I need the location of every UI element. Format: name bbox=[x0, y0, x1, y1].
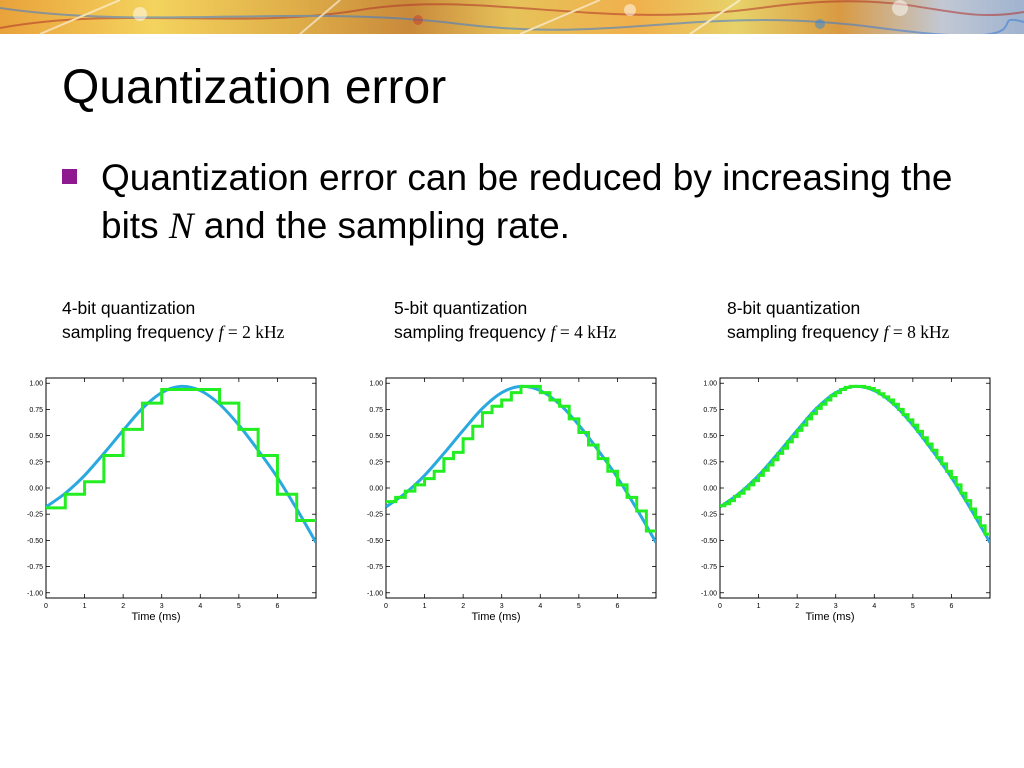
y-tick-label: 0.75 bbox=[703, 407, 717, 414]
y-tick-label: -0.50 bbox=[27, 538, 43, 545]
x-tick-label: 6 bbox=[949, 603, 953, 610]
x-tick-label: 5 bbox=[237, 603, 241, 610]
y-tick-label: -1.00 bbox=[27, 590, 43, 597]
y-tick-label: -0.50 bbox=[701, 538, 717, 545]
x-tick-label: 5 bbox=[911, 603, 915, 610]
y-tick-label: 1.00 bbox=[29, 381, 43, 388]
y-tick-label: -1.00 bbox=[367, 590, 383, 597]
y-tick-label: -0.25 bbox=[701, 512, 717, 519]
panel-2-freq-value: = 4 kHz bbox=[559, 322, 617, 342]
y-tick-label: 0.75 bbox=[29, 407, 43, 414]
y-tick-label: 0.50 bbox=[703, 433, 717, 440]
panel-2-freq-symbol: f bbox=[550, 322, 556, 342]
y-tick-label: 1.00 bbox=[369, 381, 383, 388]
panel-1-caption-line1: 4-bit quantization bbox=[62, 298, 196, 318]
bullet-symbol-n: N bbox=[168, 206, 194, 247]
panel-1-freq-value: = 2 kHz bbox=[227, 322, 285, 342]
x-tick-label: 3 bbox=[834, 603, 838, 610]
panel-2-caption-line1: 5-bit quantization bbox=[394, 298, 528, 318]
x-tick-label: 3 bbox=[160, 603, 164, 610]
x-tick-label: 1 bbox=[83, 603, 87, 610]
x-tick-label: 0 bbox=[384, 603, 388, 610]
y-tick-label: -1.00 bbox=[701, 590, 717, 597]
analog-signal-series bbox=[720, 384, 990, 544]
plot-frame bbox=[385, 377, 657, 599]
panel-3-freq-value: = 8 kHz bbox=[892, 322, 950, 342]
quantized-step-series bbox=[386, 384, 656, 533]
quantization-plot-8bit: 1.00 0.75 0.50 0.25 0.00 -0.25 -0.50 -0.75 -1.00… bbox=[701, 377, 991, 623]
quantization-plot-4bit: 1.00 0.75 0.50 0.25 0.00 -0.25 -0.50 -0.75 -1.00… bbox=[27, 377, 317, 623]
y-tick-label: -0.50 bbox=[367, 538, 383, 545]
x-tick-label: 4 bbox=[198, 603, 202, 610]
x-tick-label: 6 bbox=[275, 603, 279, 610]
x-tick-label: 4 bbox=[538, 603, 542, 610]
analog-signal-series bbox=[46, 384, 316, 544]
plot-frame bbox=[45, 377, 317, 599]
x-tick-label: 1 bbox=[757, 603, 761, 610]
analog-signal-series bbox=[386, 384, 656, 544]
x-tick-label: 5 bbox=[577, 603, 581, 610]
y-tick-label: -0.75 bbox=[27, 564, 43, 571]
y-tick-label: 0.00 bbox=[703, 486, 717, 493]
x-tick-label: 2 bbox=[461, 603, 465, 610]
panel-1-caption: 4-bit quantization sampling frequency f … bbox=[62, 296, 284, 344]
y-tick-label: -0.75 bbox=[701, 564, 717, 571]
panel-1-freq-symbol: f bbox=[218, 322, 224, 342]
x-tick-label: 4 bbox=[872, 603, 876, 610]
quantization-plot-5bit: 1.00 0.75 0.50 0.25 0.00 -0.25 -0.50 -0.75 -1.00… bbox=[367, 377, 657, 623]
slide-title: Quantization error bbox=[62, 61, 447, 114]
bullet-text-after: and the sampling rate. bbox=[193, 205, 570, 246]
panel-3-caption-line2: sampling frequency f = 8 kHz bbox=[727, 320, 949, 344]
panel-2-caption-line2: sampling frequency f = 4 kHz bbox=[394, 320, 616, 344]
quantized-step-series bbox=[720, 384, 990, 536]
x-tick-label: 2 bbox=[795, 603, 799, 610]
x-tick-label: 1 bbox=[423, 603, 427, 610]
x-axis-label: Time (ms) bbox=[471, 611, 520, 623]
y-tick-label: 0.00 bbox=[369, 486, 383, 493]
x-axis-label: Time (ms) bbox=[805, 611, 854, 623]
panel-3-freq-symbol: f bbox=[883, 322, 889, 342]
y-tick-label: 0.00 bbox=[29, 486, 43, 493]
panel-1-caption-prefix: sampling frequency bbox=[62, 322, 219, 342]
panel-3-caption-line1: 8-bit quantization bbox=[727, 298, 861, 318]
bullet-text-before: Quantization error can be reduced by inc… bbox=[101, 157, 953, 246]
decorative-banner bbox=[0, 0, 1024, 34]
x-tick-label: 0 bbox=[44, 603, 48, 610]
y-tick-label: 1.00 bbox=[703, 381, 717, 388]
panel-1-caption-line2: sampling frequency f = 2 kHz bbox=[62, 320, 284, 344]
y-tick-label: 0.25 bbox=[703, 459, 717, 466]
panel-2-caption: 5-bit quantization sampling frequency f … bbox=[394, 296, 616, 344]
y-tick-label: -0.75 bbox=[367, 564, 383, 571]
y-tick-label: -0.25 bbox=[27, 512, 43, 519]
y-tick-label: 0.25 bbox=[29, 459, 43, 466]
x-tick-label: 2 bbox=[121, 603, 125, 610]
y-tick-label: 0.75 bbox=[369, 407, 383, 414]
x-tick-label: 6 bbox=[615, 603, 619, 610]
y-tick-label: 0.50 bbox=[369, 433, 383, 440]
y-tick-label: 0.50 bbox=[29, 433, 43, 440]
panel-2-caption-prefix: sampling frequency bbox=[394, 322, 551, 342]
plot-frame bbox=[719, 377, 991, 599]
x-axis-label: Time (ms) bbox=[131, 611, 180, 623]
quantized-step-series bbox=[46, 388, 316, 522]
bullet-marker bbox=[62, 169, 77, 184]
bullet-text: Quantization error can be reduced by inc… bbox=[101, 154, 981, 251]
x-tick-label: 3 bbox=[500, 603, 504, 610]
y-tick-label: -0.25 bbox=[367, 512, 383, 519]
y-tick-label: 0.25 bbox=[369, 459, 383, 466]
x-tick-label: 0 bbox=[718, 603, 722, 610]
panel-3-caption-prefix: sampling frequency bbox=[727, 322, 884, 342]
panel-3-caption: 8-bit quantization sampling frequency f … bbox=[727, 296, 949, 344]
